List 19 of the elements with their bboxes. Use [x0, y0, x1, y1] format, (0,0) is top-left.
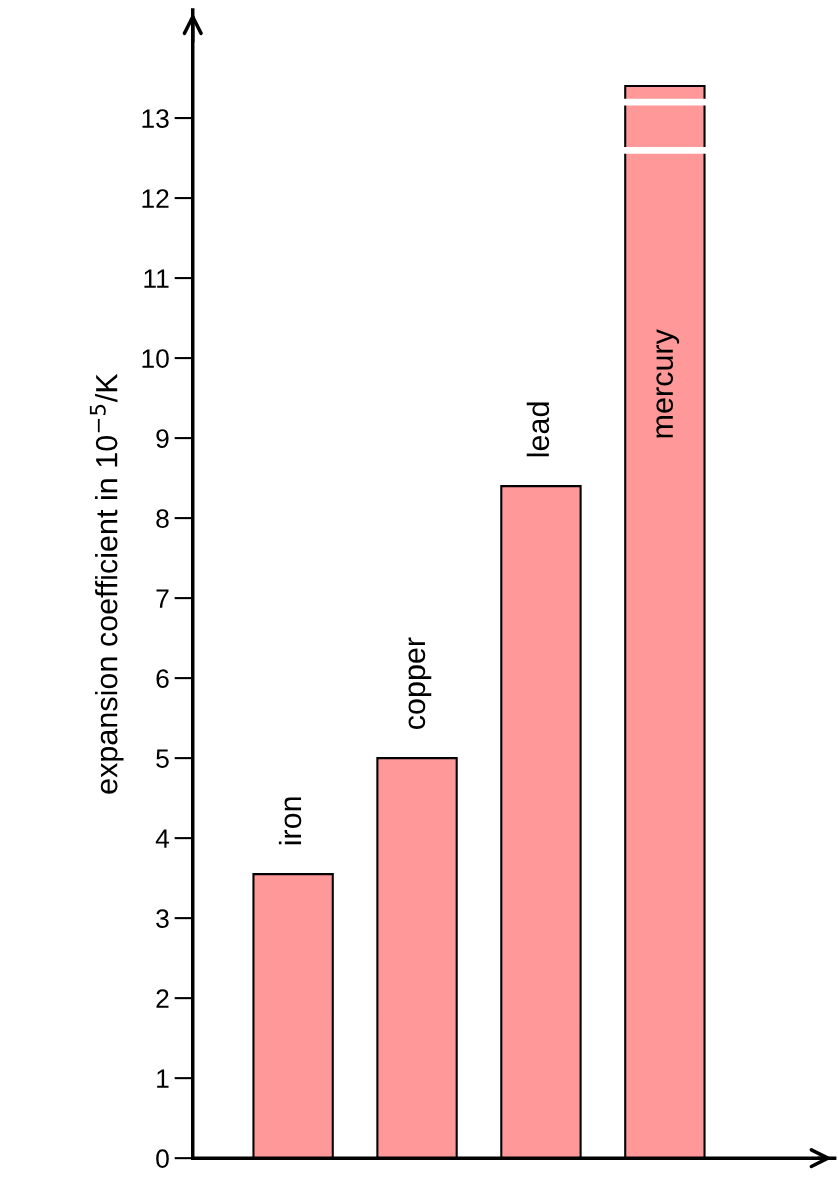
- y-tick-label: 5: [156, 749, 169, 768]
- y-tick-label: 3: [156, 909, 169, 928]
- y-tick-label: 9: [156, 429, 169, 448]
- y-tick-label: 0: [156, 1149, 169, 1168]
- x-tick-label: copper: [408, 637, 432, 730]
- y-tick-label: 4: [155, 829, 170, 848]
- y-tick-label: 6: [156, 669, 169, 688]
- y-tick-label: 7: [156, 589, 169, 608]
- x-tick-label: iron: [278, 797, 302, 845]
- y-tick-label: 13: [142, 109, 169, 128]
- y-axis-title: expansion coefficient in 10$^{−5}$/K: [89, 373, 124, 794]
- y-tick-label: 11: [144, 269, 169, 288]
- x-tick-label: lead: [526, 402, 550, 457]
- y-tick-label: 10: [142, 349, 169, 368]
- y-tick-label: 2: [156, 989, 169, 1008]
- y-tick-label: 1: [157, 1069, 169, 1088]
- y-tick-label: 8: [156, 509, 169, 528]
- y-tick-label: 12: [142, 189, 169, 208]
- x-tick-label: mercury: [656, 329, 680, 438]
